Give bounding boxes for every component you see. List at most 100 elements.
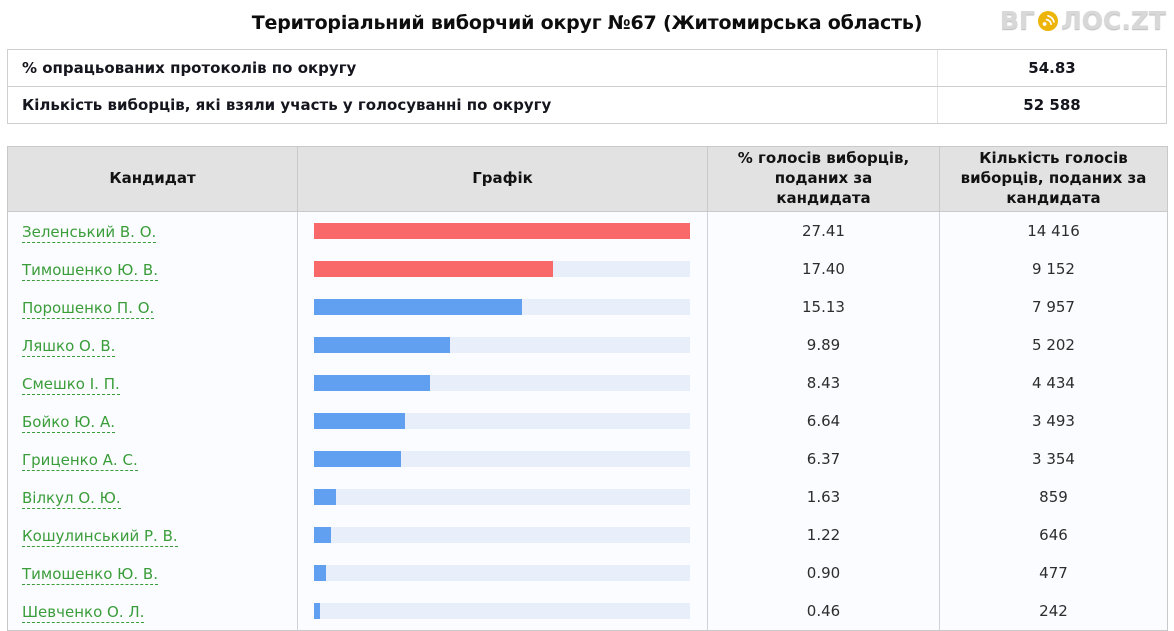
percent-value: 0.90: [707, 554, 940, 592]
chart-cell: [297, 516, 708, 554]
bar-fill: [314, 299, 522, 315]
title-bar: Територіальний виборчий округ №67 (Житом…: [0, 0, 1174, 46]
bar-track: [314, 261, 690, 277]
candidate-link[interactable]: Бойко Ю. А.: [22, 412, 115, 433]
candidate-link[interactable]: Гриценко А. С.: [22, 450, 138, 471]
votes-value: 3 493: [939, 402, 1168, 440]
bar-fill: [314, 489, 337, 505]
district-summary: % опрацьованих протоколів по округу 54.8…: [7, 49, 1167, 124]
votes-value: 9 152: [939, 250, 1168, 288]
table-row: Тимошенко Ю. В. 0.90 477: [8, 554, 1168, 592]
sound-waves-icon: [1036, 10, 1060, 32]
summary-label: % опрацьованих протоколів по округу: [22, 59, 357, 77]
votes-value: 3 354: [939, 440, 1168, 478]
summary-label: Кількість виборців, які взяли участь у г…: [22, 96, 552, 114]
bar-track: [314, 603, 690, 619]
chart-cell: [297, 402, 708, 440]
percent-value: 9.89: [707, 326, 940, 364]
results-table: Кандидат Графік % голосів виборців, пода…: [7, 146, 1168, 631]
summary-row-protocols: % опрацьованих протоколів по округу 54.8…: [8, 50, 1166, 86]
table-row: Зеленський В. О. 27.41 14 416: [8, 211, 1168, 251]
candidate-link[interactable]: Тимошенко Ю. В.: [22, 260, 158, 281]
results-body: Зеленський В. О. 27.41 14 416 Тимошенко Ю. …: [7, 211, 1168, 631]
column-header-chart: Графік: [297, 146, 708, 212]
column-header-percent: % голосів виборців, поданих за кандидата: [707, 146, 940, 212]
chart-cell: [297, 440, 708, 478]
votes-value: 7 957: [939, 288, 1168, 326]
percent-value: 15.13: [707, 288, 940, 326]
percent-value: 1.22: [707, 516, 940, 554]
summary-row-voters: Кількість виборців, які взяли участь у г…: [8, 86, 1166, 123]
chart-cell: [297, 554, 708, 592]
table-row: Шевченко О. Л. 0.46 242: [8, 592, 1168, 631]
votes-value: 4 434: [939, 364, 1168, 402]
percent-value: 6.64: [707, 402, 940, 440]
chart-cell: [297, 478, 708, 516]
bar-track: [314, 223, 690, 239]
candidate-cell: Ляшко О. В.: [8, 326, 298, 364]
summary-value: 52 588: [937, 87, 1166, 123]
candidate-link[interactable]: Шевченко О. Л.: [22, 602, 145, 623]
bar-track: [314, 413, 690, 429]
page-title: Територіальний виборчий округ №67 (Житом…: [251, 12, 923, 34]
votes-value: 242: [939, 592, 1168, 631]
table-row: Гриценко А. С. 6.37 3 354: [8, 440, 1168, 478]
candidate-cell: Тимошенко Ю. В.: [8, 250, 298, 288]
table-row: Ляшко О. В. 9.89 5 202: [8, 326, 1168, 364]
bar-fill: [314, 603, 321, 619]
table-row: Бойко Ю. А. 6.64 3 493: [8, 402, 1168, 440]
percent-value: 1.63: [707, 478, 940, 516]
chart-cell: [297, 326, 708, 364]
percent-value: 17.40: [707, 250, 940, 288]
candidate-cell: Порошенко П. О.: [8, 288, 298, 326]
bar-fill: [314, 451, 402, 467]
candidate-cell: Вілкул О. Ю.: [8, 478, 298, 516]
chart-cell: [297, 364, 708, 402]
votes-value: 859: [939, 478, 1168, 516]
bar-fill: [314, 337, 450, 353]
votes-value: 646: [939, 516, 1168, 554]
candidate-link[interactable]: Смешко І. П.: [22, 374, 120, 395]
votes-value: 14 416: [939, 211, 1168, 250]
votes-value: 5 202: [939, 326, 1168, 364]
candidate-cell: Бойко Ю. А.: [8, 402, 298, 440]
bar-fill: [314, 527, 331, 543]
percent-value: 27.41: [707, 211, 940, 250]
percent-value: 8.43: [707, 364, 940, 402]
candidate-link[interactable]: Вілкул О. Ю.: [22, 488, 121, 509]
column-header-votes: Кількість голосів виборців, поданих за к…: [939, 146, 1168, 212]
bar-fill: [314, 413, 406, 429]
bar-track: [314, 489, 690, 505]
candidate-link[interactable]: Зеленський В. О.: [22, 222, 157, 243]
column-header-candidate: Кандидат: [7, 146, 298, 212]
table-row: Тимошенко Ю. В. 17.40 9 152: [8, 250, 1168, 288]
bar-fill: [314, 565, 327, 581]
bar-track: [314, 565, 690, 581]
candidate-cell: Шевченко О. Л.: [8, 592, 298, 631]
candidate-cell: Гриценко А. С.: [8, 440, 298, 478]
bar-fill: [314, 261, 553, 277]
bar-track: [314, 299, 690, 315]
table-row: Вілкул О. Ю. 1.63 859: [8, 478, 1168, 516]
bar-track: [314, 451, 690, 467]
candidate-link[interactable]: Тимошенко Ю. В.: [22, 564, 158, 585]
bar-track: [314, 337, 690, 353]
candidate-link[interactable]: Кошулинський Р. В.: [22, 526, 178, 547]
candidate-cell: Зеленський В. О.: [8, 212, 298, 251]
chart-cell: [297, 288, 708, 326]
chart-cell: [297, 211, 708, 250]
chart-cell: [297, 250, 708, 288]
percent-value: 6.37: [707, 440, 940, 478]
candidate-cell: Тимошенко Ю. В.: [8, 554, 298, 592]
site-logo[interactable]: ВГ ЛОС.ZT: [1000, 8, 1166, 33]
bar-fill: [314, 375, 430, 391]
candidate-cell: Смешко І. П.: [8, 364, 298, 402]
candidate-link[interactable]: Ляшко О. В.: [22, 336, 116, 357]
bar-track: [314, 375, 690, 391]
candidate-link[interactable]: Порошенко П. О.: [22, 298, 155, 319]
candidate-cell: Кошулинський Р. В.: [8, 516, 298, 554]
summary-value: 54.83: [937, 50, 1166, 86]
table-row: Смешко І. П. 8.43 4 434: [8, 364, 1168, 402]
logo-text-prefix: ВГ: [999, 6, 1035, 35]
